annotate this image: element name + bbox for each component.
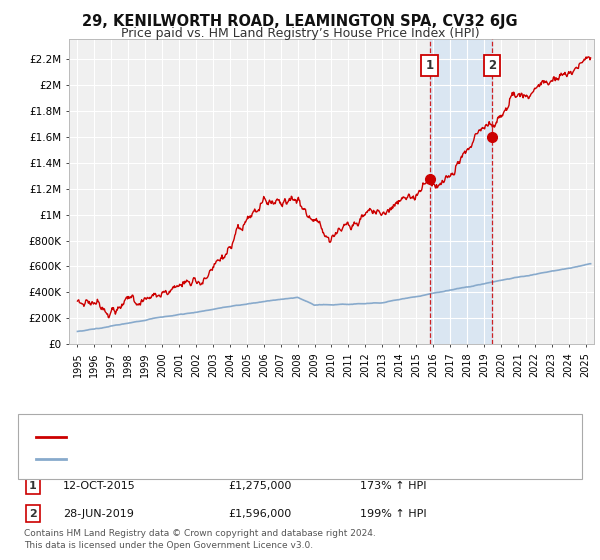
Text: 28-JUN-2019: 28-JUN-2019 [63, 508, 134, 519]
Text: 12-OCT-2015: 12-OCT-2015 [63, 480, 136, 491]
Text: 29, KENILWORTH ROAD, LEAMINGTON SPA, CV32 6JG (detached house): 29, KENILWORTH ROAD, LEAMINGTON SPA, CV3… [72, 432, 442, 442]
Text: HPI: Average price, detached house, Warwick: HPI: Average price, detached house, Warw… [72, 454, 308, 464]
Text: Contains HM Land Registry data © Crown copyright and database right 2024.: Contains HM Land Registry data © Crown c… [24, 529, 376, 538]
Text: 1: 1 [29, 480, 37, 491]
Text: £1,275,000: £1,275,000 [228, 480, 292, 491]
Text: 2: 2 [488, 59, 496, 72]
Text: This data is licensed under the Open Government Licence v3.0.: This data is licensed under the Open Gov… [24, 541, 313, 550]
Bar [430, 39, 492, 344]
Text: 29, KENILWORTH ROAD, LEAMINGTON SPA, CV32 6JG: 29, KENILWORTH ROAD, LEAMINGTON SPA, CV3… [82, 14, 518, 29]
Text: 1: 1 [425, 59, 434, 72]
Text: 199% ↑ HPI: 199% ↑ HPI [360, 508, 427, 519]
Text: Price paid vs. HM Land Registry’s House Price Index (HPI): Price paid vs. HM Land Registry’s House … [121, 27, 479, 40]
Text: £1,596,000: £1,596,000 [228, 508, 291, 519]
Text: 173% ↑ HPI: 173% ↑ HPI [360, 480, 427, 491]
Text: 2: 2 [29, 508, 37, 519]
